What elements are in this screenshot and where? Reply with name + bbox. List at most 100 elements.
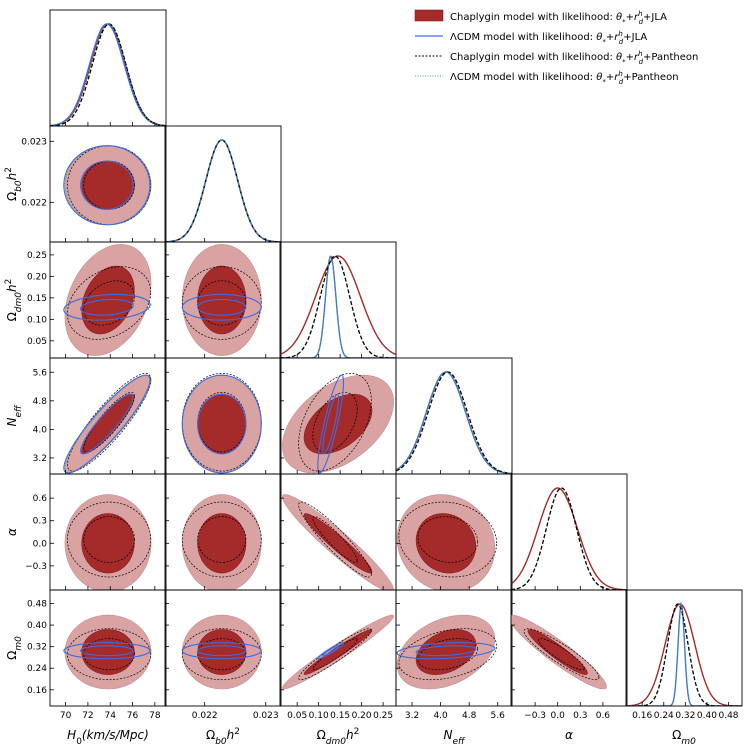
marginal-lcdm-pantheon [396,371,512,474]
panel-content [396,494,497,590]
x-axis-label-ombh2: Ωb0h2 [206,727,240,747]
legend-label-part: + [606,72,614,83]
panel-Neff-omch2 [279,357,397,475]
x-tick-label: 0.32 [675,711,695,721]
marginal-chaplygin-jla [280,255,396,356]
y-tick-label: 4.8 [33,397,48,407]
marginal-chaplygin-jla [626,603,742,706]
axis-label-part: (km/s/Mpc) [82,728,149,742]
marginal-chaplygin-pantheon [280,255,396,358]
panel-Om-Neff: 3.2 4.0 4.8 5.6 [395,589,513,721]
contour95-lcdm-jla [181,642,262,660]
x-axis-label-Neff: Neff [443,728,466,747]
contour68-chaplygin-pantheon [83,392,135,453]
contour95-chaplygin-pantheon [398,628,497,681]
x-axis-label-H0: H0(km/s/Mpc) [67,728,149,747]
x-tick-label: 0.48 [718,711,738,721]
y-tick-label: 0.6 [33,494,48,504]
x-tick-label: 5.6 [491,711,506,721]
contour95-chaplygin-pantheon [181,501,262,578]
panel-content [181,494,262,590]
panel-Om-alpha: −0.3 0.0 0.3 0.6 [510,589,628,721]
panel-content [64,494,152,590]
x-tick-label: 0.05 [287,711,307,721]
panel-omch2-H0: 0.05 0.10 0.15 0.20 0.25 [27,241,167,359]
panel-Neff-H0: 3.2 4.0 4.8 5.6 [33,357,167,475]
axis-label-part: h [5,284,19,292]
x-tick-label: 0.3 [573,711,587,721]
x-tick-label: 4.8 [462,711,477,721]
panel-content [181,373,262,474]
contour68-chaplygin-jla [197,629,247,675]
panel-Neff-Neff [395,357,513,475]
contour95-chaplygin-pantheon [67,145,152,226]
x-tick-label: 0.0 [551,711,566,721]
x-tick-label: 0.022 [192,711,218,721]
legend-label-part: r [614,32,619,43]
axis-label-part: dm0 [326,737,346,747]
panel-frame [395,589,513,707]
contour95-chaplygin-pantheon [298,628,372,681]
y-tick-label: 0.05 [27,337,47,347]
contour95-lcdm-jla [181,374,262,474]
axis-label-part: α [565,728,573,742]
contour68-chaplygin-jla [415,513,477,574]
contour95-lcdm-jla [396,642,496,660]
contour95-lcdm-jla [63,145,151,226]
contour95-lcdm-jla [317,642,345,660]
y-tick-label: 0.48 [27,599,47,609]
y-tick-label: 0.15 [27,294,47,304]
panel-frame [510,473,628,591]
y-tick-label: 0.20 [27,272,47,282]
x-tick-label: 0.25 [373,711,393,721]
marginal-lcdm-pantheon [50,23,166,126]
y-axis-label-ombh2: Ωb0h2 [4,167,24,201]
contour68-chaplygin-pantheon [83,516,135,563]
y-tick-label: 4.0 [33,425,48,435]
legend-label: ΛCDM model with likelihood: θ*+rh d+JLA [450,30,647,46]
y-tick-label: 0.10 [27,315,47,325]
panel-Neff-ombh2 [164,357,282,475]
contour95-chaplygin-pantheon [523,628,600,681]
legend-entry: Chaplygin model with likelihood: θ*+rh d+… [415,50,698,66]
y-tick-label: −0.3 [25,562,47,572]
legend-entry: ΛCDM model with likelihood: θ*+rh d+JLA [415,30,647,46]
legend-label-part: +JLA [643,12,667,23]
panel-alpha-alpha [510,473,628,591]
panel-content [282,494,394,590]
contour68-lcdm-jla [80,298,134,316]
legend-label-part: + [606,32,614,43]
panel-ombh2-ombh2 [164,125,282,243]
y-axis-label-omch2: Ωdm0h2 [4,279,24,322]
contour68-lcdm-jla [197,298,247,316]
contour68-chaplygin-pantheon [312,638,358,671]
axis-label-part: N [443,728,452,742]
axis-label-part: 0 [76,737,82,747]
marginal-lcdm-pantheon [626,602,742,706]
axis-label-part: Ω [672,728,681,742]
legend-label-part: Chaplygin model with likelihood: [450,52,616,63]
y-axis-label-Om: Ωm0 [5,636,24,660]
legend-label-part: r [634,12,639,23]
contour68-lcdm-jla [322,393,340,455]
y-tick-label: 0.3 [33,517,47,527]
x-tick-label: −0.3 [524,711,546,721]
y-tick-label: 0.24 [27,664,47,674]
panel-omch2-ombh2 [164,241,282,359]
legend-label-part: h [638,50,642,58]
x-tick-label: 4.0 [433,711,448,721]
contour68-chaplygin-jla [81,393,135,455]
legend-label-part: ΛCDM model with likelihood: [450,72,596,83]
panel-content [63,145,152,226]
panel-content [63,614,152,690]
contour95-lcdm-jla [317,374,345,474]
contour68-chaplygin-pantheon [83,160,135,210]
legend-label-part: d [619,78,624,86]
legend: Chaplygin model with likelihood: θ*+rh d+… [414,9,698,86]
x-tick-label: 76 [127,711,139,721]
panel-frame [395,357,513,475]
panel-content [280,255,396,358]
contour95-chaplygin-pantheon [298,501,372,578]
panel-content [396,371,512,474]
